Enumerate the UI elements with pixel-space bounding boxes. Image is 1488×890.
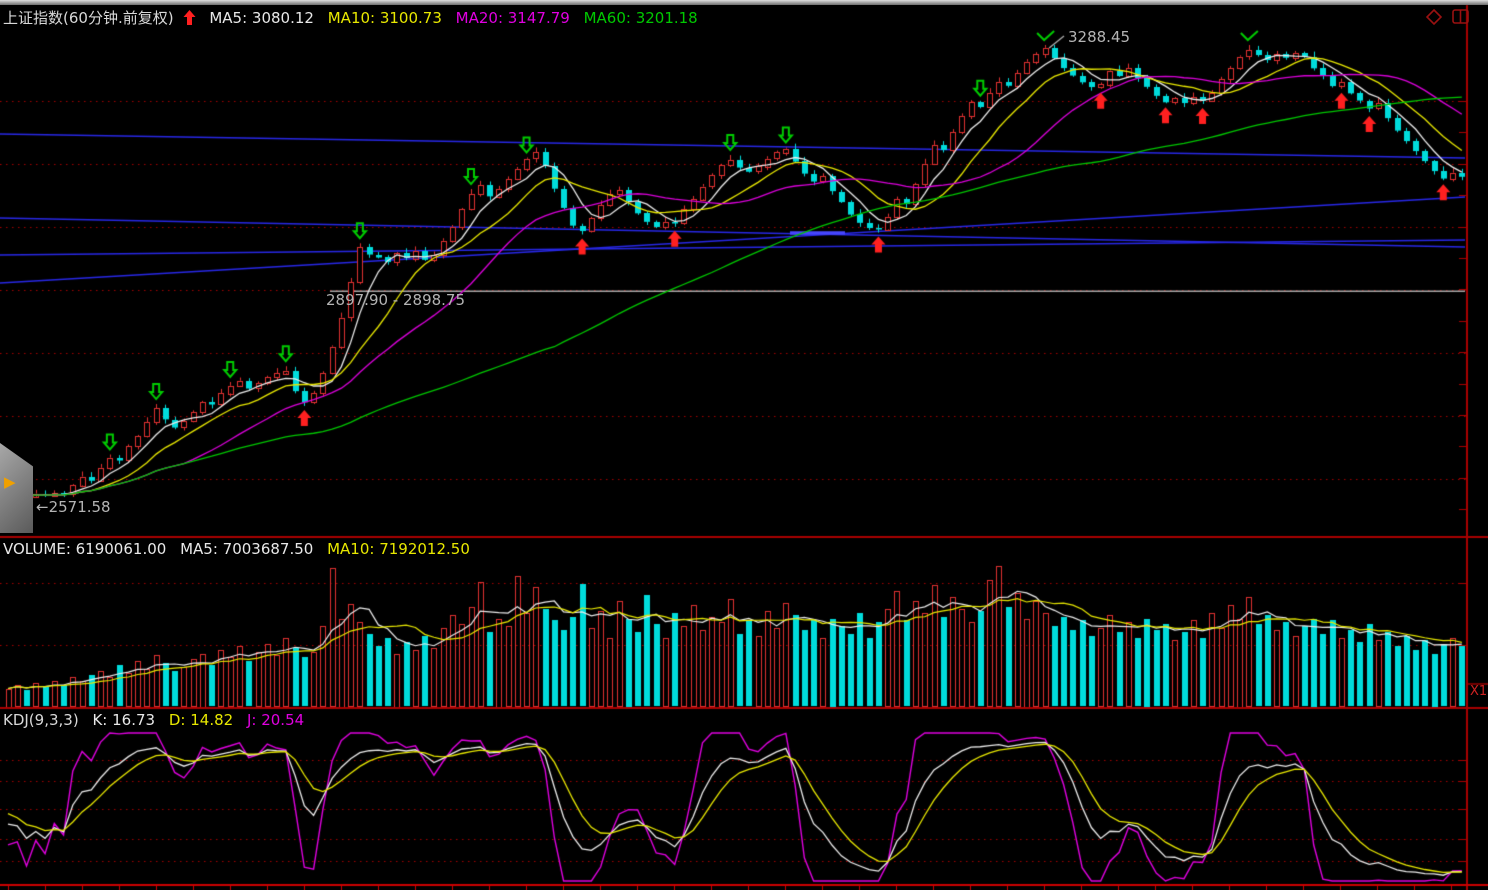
volume-ma10-value: MA10: 7192012.50 [327, 540, 470, 558]
expand-panel-icon: ▶ [4, 473, 16, 491]
main-chart-header: 上证指数(60分钟.前复权) MA5: 3080.12 MA10: 3100.7… [3, 7, 707, 29]
split-window-icon[interactable] [1450, 6, 1472, 28]
toolbar-bottom-edge [0, 0, 1488, 5]
kdj-d-value: D: 14.82 [168, 711, 234, 729]
volume-ma5-value: MA5: 7003687.50 [180, 540, 314, 558]
kdj-j-value: J: 20.54 [246, 711, 305, 729]
instrument-title: 上证指数(60分钟.前复权) [3, 9, 174, 27]
ma10-value: MA10: 3100.73 [327, 9, 442, 27]
window-controls [1424, 6, 1472, 28]
ma60-value: MA60: 3201.18 [583, 9, 698, 27]
diamond-icon[interactable] [1424, 6, 1444, 28]
volume-value: VOLUME: 6190061.00 [3, 540, 167, 558]
ma20-value: MA20: 3147.79 [455, 9, 570, 27]
ma5-value: MA5: 3080.12 [209, 9, 314, 27]
volume-axis-multiplier: X1 [1470, 684, 1488, 699]
kdj-header: KDJ(9,3,3) K: 16.73 D: 14.82 J: 20.54 [3, 711, 313, 729]
volume-header: VOLUME: 6190061.00 MA5: 7003687.50 MA10:… [3, 540, 479, 558]
kdj-name: KDJ(9,3,3) [3, 711, 79, 729]
kdj-k-value: K: 16.73 [92, 711, 156, 729]
up-arrow-icon [183, 10, 196, 29]
